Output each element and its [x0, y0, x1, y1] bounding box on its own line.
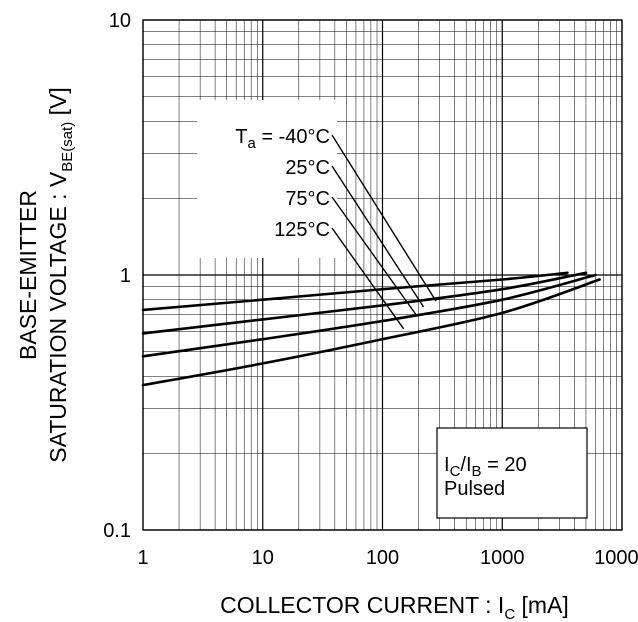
legend: Ta = -40°C 25°C 75°C 125°C	[235, 126, 330, 241]
y-axis-title: BASE-EMITTER SATURATION VOLTAGE : VBE(sa…	[15, 87, 76, 462]
y-axis-title-line2: SATURATION VOLTAGE : VBE(sat) [V]	[45, 87, 76, 462]
legend-entry: 125°C	[274, 219, 330, 241]
x-tick-label: 1	[137, 547, 148, 569]
series-group	[141, 271, 601, 387]
plot-frame	[142, 19, 623, 531]
series-line	[141, 278, 601, 387]
legend-box	[197, 100, 337, 258]
legend-entry: Ta = -40°C	[235, 126, 330, 152]
x-tick-label: 100	[366, 547, 399, 569]
annotation-mode: Pulsed	[444, 478, 505, 500]
leader-line	[331, 134, 437, 302]
legend-entry: 75°C	[285, 188, 330, 210]
series-line	[141, 273, 597, 358]
leader-line	[331, 165, 425, 308]
y-axis-title-line1: BASE-EMITTER	[15, 190, 41, 360]
y-tick-labels: 0.1 1 10	[103, 10, 131, 542]
legend-entry: 25°C	[285, 157, 330, 179]
annotation-ratio: IC/IB = 20	[444, 454, 527, 480]
annotation-box	[436, 427, 588, 519]
series-line	[141, 271, 588, 335]
y-tick-label: 1	[120, 265, 131, 287]
series-line	[141, 271, 569, 312]
leader-line	[331, 227, 405, 330]
x-tick-label: 10	[252, 547, 274, 569]
leader-line	[331, 196, 417, 315]
x-tick-label: 1000	[480, 547, 525, 569]
x-axis-title: COLLECTOR CURRENT : IC [mA]	[220, 592, 569, 622]
y-tick-label: 0.1	[103, 520, 131, 542]
leader-lines	[331, 134, 437, 330]
y-tick-label: 10	[109, 10, 131, 32]
